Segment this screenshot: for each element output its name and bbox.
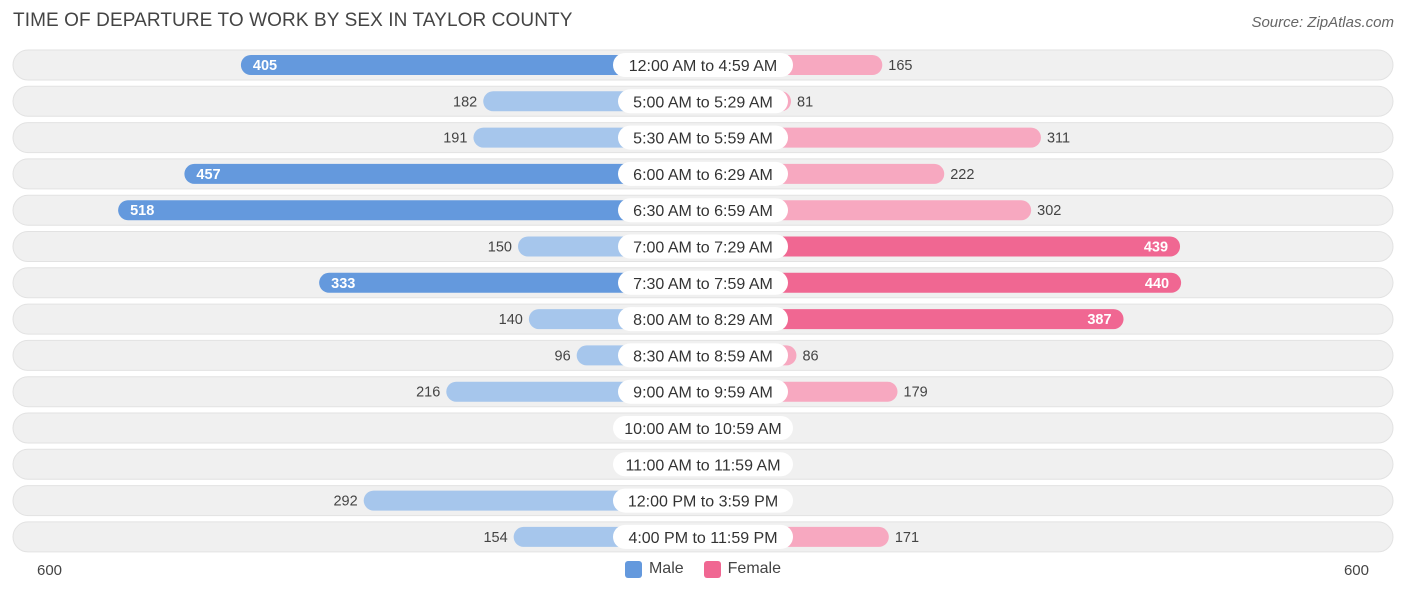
value-label-female: 86 [802, 348, 818, 364]
value-label-female: 171 [895, 530, 919, 546]
legend-item-male[interactable]: Male [624, 560, 684, 578]
category-label: 8:30 AM to 8:59 AM [633, 348, 773, 365]
value-label-male: 96 [555, 348, 571, 364]
bar-male [240, 55, 703, 75]
axis-left-label: 600 [37, 562, 63, 579]
category-pill [618, 379, 788, 404]
value-label-female: 440 [1145, 276, 1169, 292]
value-label-female: 439 [1144, 240, 1168, 256]
category-label: 4:00 PM to 11:59 PM [628, 530, 777, 547]
category-pill [613, 524, 793, 549]
bar-male [184, 163, 704, 184]
value-label-female: 222 [950, 167, 974, 183]
category-label: 12:00 PM to 3:59 PM [628, 494, 778, 511]
value-label-male: 405 [253, 58, 277, 74]
category-label: 7:00 AM to 7:29 AM [633, 240, 773, 257]
value-label-male: 292 [333, 494, 357, 510]
value-label-female: 81 [797, 94, 813, 110]
value-label-female: 387 [1087, 312, 1111, 328]
category-pill [613, 488, 793, 513]
category-pill [618, 270, 788, 295]
category-pill [618, 198, 788, 223]
bar-female [681, 272, 1182, 293]
source-label: Source: ZipAtlas.com [1251, 14, 1394, 31]
bar-female [681, 236, 1181, 257]
legend-item-female[interactable]: Female [703, 560, 782, 578]
bar-male [319, 272, 703, 293]
category-pill [618, 234, 788, 259]
legend-label-female: Female [727, 560, 782, 577]
value-label-male: 182 [453, 94, 477, 110]
category-pill [618, 343, 788, 368]
value-label-female: 179 [904, 385, 928, 401]
category-pill [618, 125, 788, 150]
chart-title: TIME OF DEPARTURE TO WORK BY SEX IN TAYL… [13, 10, 573, 31]
category-label: 5:00 AM to 5:29 AM [633, 94, 773, 111]
category-pill [613, 53, 793, 77]
category-label: 6:00 AM to 6:29 AM [633, 167, 773, 184]
category-label: 11:00 AM to 11:59 AM [625, 457, 780, 474]
category-label: 10:00 AM to 10:59 AM [624, 421, 781, 438]
axis-right-label: 600 [1343, 562, 1369, 579]
value-label-male: 216 [416, 385, 440, 401]
legend-label-male: Male [648, 560, 684, 577]
value-label-male: 518 [130, 203, 154, 219]
value-label-male: 140 [499, 312, 523, 328]
category-label: 5:30 AM to 5:59 AM [633, 131, 773, 148]
category-pill [613, 452, 793, 477]
category-label: 6:30 AM to 6:59 AM [633, 203, 773, 220]
value-label-male: 154 [483, 530, 507, 546]
category-pill [618, 161, 788, 186]
category-label: 12:00 AM to 4:59 AM [629, 58, 778, 75]
value-label-male: 191 [443, 131, 467, 147]
category-label: 9:00 AM to 9:59 AM [633, 385, 773, 402]
value-label-female: 302 [1037, 203, 1061, 219]
legend-swatch-male [624, 560, 642, 578]
value-label-male: 457 [196, 167, 220, 183]
category-pill [613, 416, 793, 440]
category-label: 7:30 AM to 7:59 AM [633, 276, 773, 293]
legend: Male Female [0, 560, 1406, 578]
value-label-female: 165 [888, 58, 912, 74]
category-pill [618, 89, 788, 114]
value-label-male: 333 [331, 276, 355, 292]
legend-swatch-female [703, 560, 721, 578]
bar-male [118, 200, 703, 221]
category-label: 8:00 AM to 8:29 AM [633, 312, 773, 329]
value-label-male: 150 [488, 240, 512, 256]
bar-female [681, 309, 1124, 330]
category-pill [618, 307, 788, 332]
value-label-female: 311 [1047, 131, 1070, 147]
